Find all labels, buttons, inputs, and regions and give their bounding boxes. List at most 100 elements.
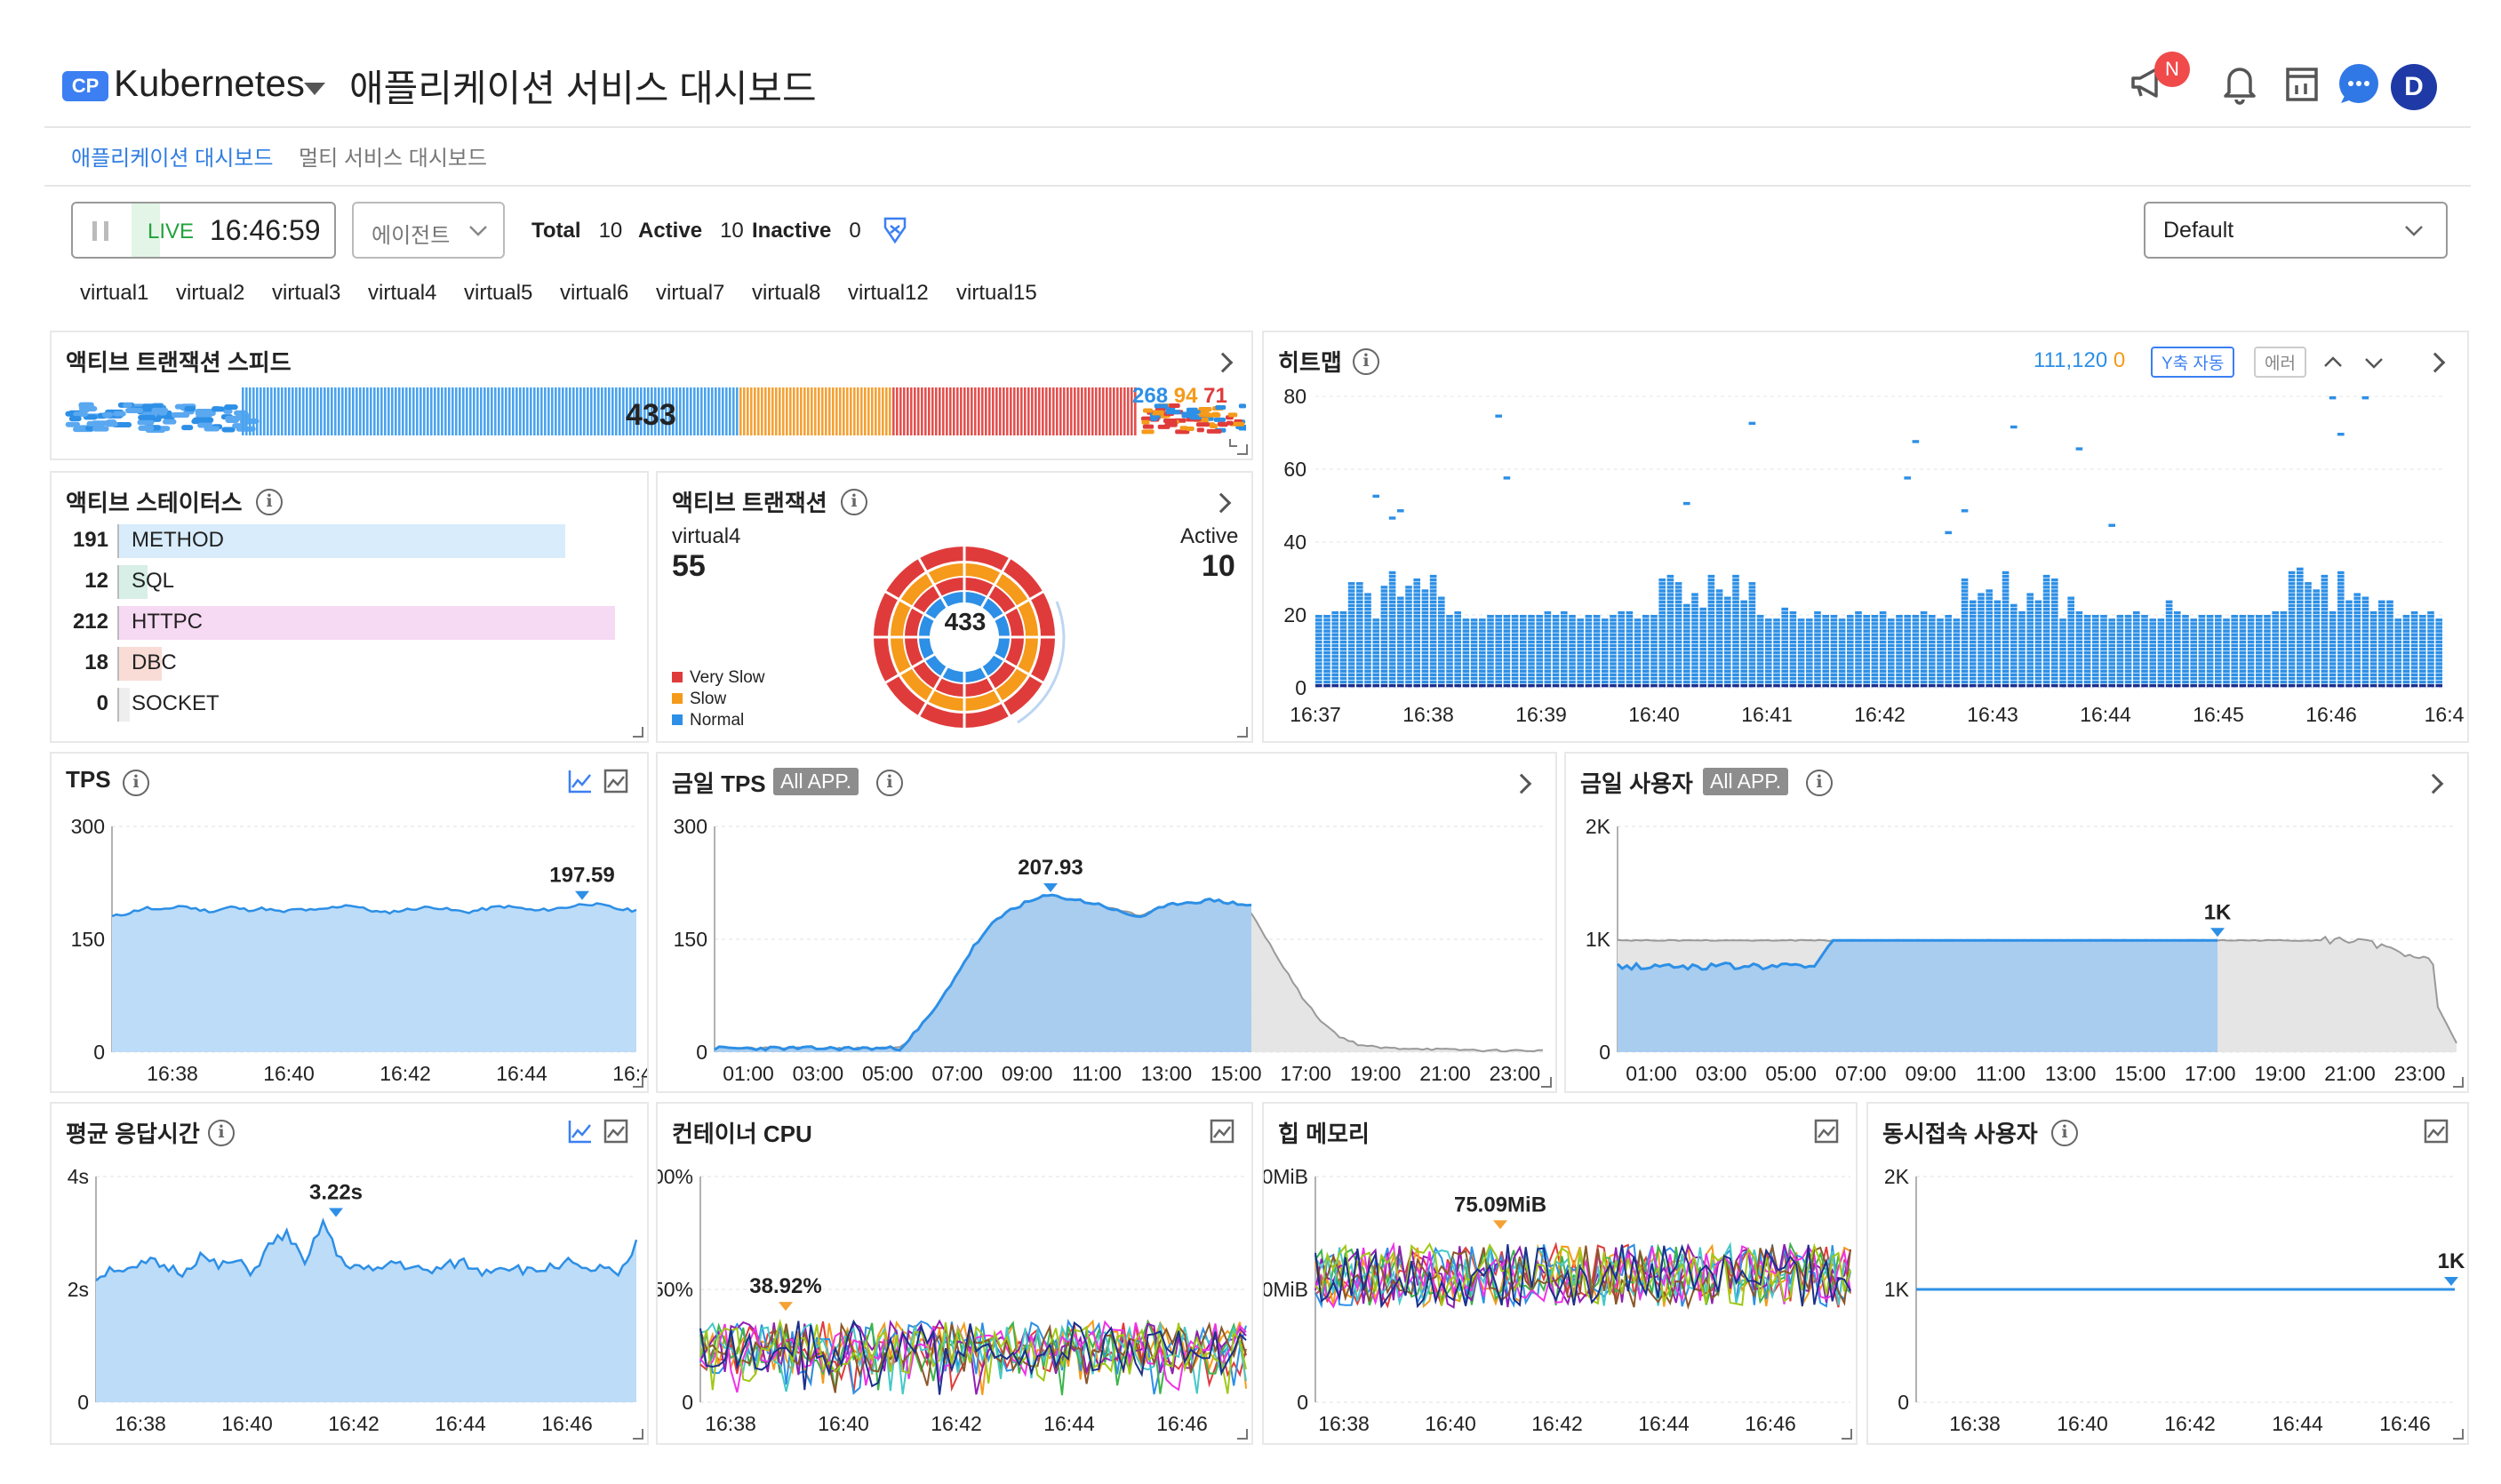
y-axis-auto-button[interactable]: Y축 자동 — [2151, 347, 2235, 378]
chevron-right-icon[interactable] — [1211, 492, 1232, 514]
tab-app-dashboard[interactable]: 애플리케이션 대시보드 — [71, 147, 274, 171]
area-chart-icon[interactable] — [603, 768, 629, 794]
heat-cell — [2329, 651, 2337, 655]
heat-cell — [1674, 676, 1682, 681]
heat-cell — [1789, 643, 1797, 648]
speed-stripe — [1017, 387, 1019, 435]
heat-cell — [1707, 582, 1715, 586]
resize-handle[interactable] — [1237, 1429, 1248, 1440]
calendar-icon[interactable] — [2277, 59, 2327, 108]
heat-cell — [1912, 651, 1920, 655]
chevron-right-icon[interactable] — [2425, 352, 2446, 373]
heat-cell — [2108, 640, 2115, 644]
chevron-right-icon[interactable] — [1212, 352, 1234, 373]
agent-item[interactable]: virtual2 — [176, 281, 245, 305]
heat-cell — [1740, 680, 1747, 684]
resize-handle[interactable] — [1541, 1077, 1552, 1088]
heat-cell — [2157, 622, 2165, 626]
agent-select[interactable]: 에이전트 — [352, 202, 505, 259]
heat-cell — [2386, 669, 2393, 673]
heat-cell — [1634, 669, 1642, 673]
chat-icon[interactable] — [2334, 59, 2384, 108]
chevron-right-icon[interactable] — [1511, 773, 1532, 794]
filter-icon[interactable] — [880, 215, 910, 245]
heat-cell — [2059, 658, 2066, 662]
status-bar[interactable] — [117, 688, 130, 722]
heat-cell — [2410, 615, 2418, 618]
area-chart-icon[interactable] — [1209, 1118, 1235, 1145]
resize-handle[interactable] — [633, 1077, 643, 1088]
heat-cell — [2042, 655, 2050, 658]
agent-item[interactable]: virtual3 — [272, 281, 341, 305]
heat-cell — [2141, 680, 2148, 684]
heat-cell — [1413, 647, 1420, 651]
heat-cell — [2083, 618, 2091, 622]
heat-cell — [1454, 676, 1461, 681]
info-icon[interactable]: i — [841, 489, 867, 515]
info-icon[interactable]: i — [256, 489, 283, 515]
agent-item[interactable]: virtual7 — [656, 281, 725, 305]
speed-stripe — [245, 387, 248, 435]
speed-stripe — [1010, 387, 1012, 435]
heat-cell — [1429, 669, 1437, 673]
pause-icon[interactable] — [92, 221, 108, 241]
resize-handle[interactable] — [2453, 1077, 2464, 1088]
resize-handle[interactable] — [633, 1429, 643, 1440]
preset-select[interactable]: Default — [2144, 202, 2448, 259]
heat-cell — [1855, 610, 1862, 615]
speed-stripe — [978, 387, 980, 435]
status-bar[interactable] — [117, 565, 148, 599]
chevron-down-icon[interactable] — [2362, 354, 2385, 371]
agent-item[interactable]: virtual1 — [80, 281, 149, 305]
heat-cell — [1642, 636, 1650, 640]
line-chart-icon[interactable] — [567, 768, 594, 794]
heat-cell — [1715, 622, 1723, 626]
agent-item[interactable]: virtual5 — [464, 281, 533, 305]
agent-item[interactable]: virtual6 — [560, 281, 629, 305]
heat-cell — [1495, 643, 1502, 648]
bell-icon[interactable] — [2215, 59, 2265, 108]
panel-title: TPS — [66, 766, 111, 793]
tab-multi-service-dashboard[interactable]: 멀티 서비스 대시보드 — [299, 147, 488, 171]
chevron-right-icon[interactable] — [2423, 773, 2444, 794]
area-chart-icon[interactable] — [603, 1118, 629, 1145]
info-icon[interactable]: i — [2051, 1120, 2078, 1146]
avatar[interactable]: D — [2391, 64, 2437, 110]
agent-item[interactable]: virtual12 — [848, 281, 929, 305]
megaphone-icon[interactable] — [2124, 59, 2174, 108]
area-chart-icon[interactable] — [2423, 1118, 2449, 1145]
agent-item[interactable]: virtual8 — [752, 281, 821, 305]
chevron-up-icon[interactable] — [2321, 354, 2345, 371]
line-chart-icon[interactable] — [567, 1118, 594, 1145]
info-icon[interactable]: i — [876, 770, 903, 796]
info-icon[interactable]: i — [208, 1120, 235, 1146]
heat-cell — [1978, 636, 1985, 640]
speed-stripe — [672, 387, 675, 435]
heat-cell — [2124, 669, 2132, 673]
resize-handle[interactable] — [1842, 1429, 1852, 1440]
info-icon[interactable]: i — [1353, 348, 1379, 375]
speed-stripe — [960, 387, 963, 435]
error-button[interactable]: 에러 — [2254, 347, 2306, 378]
info-icon[interactable]: i — [123, 770, 149, 796]
heat-cell — [2215, 618, 2222, 622]
heat-cell — [1339, 680, 1347, 684]
heat-cell — [2010, 626, 2018, 629]
info-icon[interactable]: i — [1806, 770, 1833, 796]
chevron-down-icon[interactable] — [304, 83, 325, 95]
heat-cell — [1691, 626, 1698, 629]
resize-handle[interactable] — [1237, 727, 1248, 738]
status-bar[interactable] — [117, 606, 615, 640]
resize-handle[interactable] — [1237, 444, 1248, 455]
agent-item[interactable]: virtual15 — [956, 281, 1037, 305]
resize-handle[interactable] — [633, 727, 643, 738]
status-bar[interactable] — [117, 647, 163, 681]
area-chart-icon[interactable] — [1813, 1118, 1840, 1145]
heat-cell — [1388, 618, 1396, 622]
heat-cell — [1388, 570, 1396, 575]
agent-item[interactable]: virtual4 — [368, 281, 437, 305]
resize-handle[interactable] — [2453, 1429, 2464, 1440]
status-bar[interactable] — [117, 524, 565, 558]
product-selector[interactable]: Kubernetes — [114, 62, 305, 104]
live-control[interactable]: LIVE 16:46:59 — [71, 202, 336, 259]
